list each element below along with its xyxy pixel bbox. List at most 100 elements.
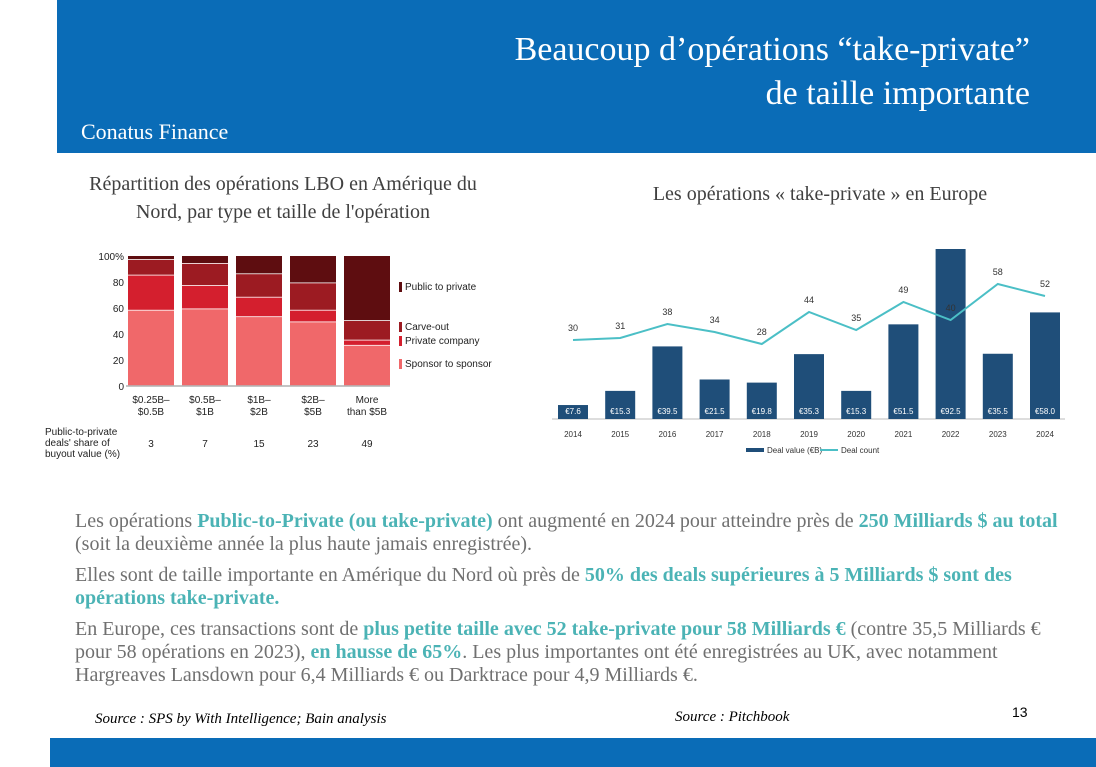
deal-value-bar-2021 [888, 324, 919, 419]
p3-text-a: En Europe, ces transactions sont de [75, 618, 364, 640]
p1-highlight-d: 250 Milliards $ au total [858, 510, 1058, 532]
page-number: 13 [1012, 704, 1028, 720]
bar-segment-3-0 [128, 256, 174, 260]
p1-text-a: Les opérations [75, 510, 198, 532]
legend-label-1: Carve-out [405, 322, 449, 333]
paragraph-3: En Europe, ces transactions sont de plus… [75, 618, 1075, 687]
bar-segment-1-1 [182, 285, 228, 309]
legend-label-0: Public to private [405, 282, 477, 293]
deal-count-label-2015: 31 [615, 321, 625, 331]
bar-segment-1-2 [236, 297, 282, 317]
legend-swatch-2 [399, 336, 402, 346]
bar-segment-0-1 [182, 309, 228, 386]
x-tick-label: $2B– [301, 395, 325, 406]
x-tick-label-2015: 2015 [611, 430, 629, 439]
deal-value-bar-2014 [558, 405, 588, 419]
deal-value-label-2020: €15.3 [846, 407, 867, 416]
p3-highlight-d: en hausse de 65% [310, 641, 463, 663]
x-tick-label-2020: 2020 [847, 430, 865, 439]
x-tick-label-2014: 2014 [564, 430, 582, 439]
x-tick-label: $0.5B [138, 407, 164, 418]
x-tick-label: More [356, 395, 379, 406]
deal-value-label-2022: €92.5 [941, 407, 962, 416]
deal-count-label-2014: 30 [568, 323, 578, 333]
deal-value-label-2017: €21.5 [705, 407, 726, 416]
y-tick-label: 40 [113, 330, 125, 341]
slide-title-line-1: Beaucoup d’opérations “take-private” [514, 31, 1030, 68]
deal-count-label-2016: 38 [662, 307, 672, 317]
p2-highlight-b: 50% des deals supérieures à 5 Milliards … [75, 564, 1012, 609]
bar-segment-1-4 [344, 340, 390, 345]
bar-segment-1-0 [128, 275, 174, 310]
left-chart-title-line-2: Nord, par type et taille de l'opération [135, 201, 431, 223]
x-tick-label-2022: 2022 [942, 430, 960, 439]
deal-count-label-2021: 49 [898, 285, 908, 295]
x-tick-label-2019: 2019 [800, 430, 818, 439]
deal-count-label-2024: 52 [1040, 279, 1050, 289]
bar-segment-2-1 [182, 263, 228, 286]
bar-segment-0-4 [344, 345, 390, 386]
deal-count-label-2019: 44 [804, 295, 814, 305]
share-row-label: buyout value (%) [45, 449, 120, 460]
bar-segment-2-2 [236, 274, 282, 297]
x-tick-label-2016: 2016 [659, 430, 677, 439]
p1-text-c: ont augmenté en 2024 pour atteindre près… [492, 510, 859, 532]
p1-highlight-b: Public-to-Private (ou take-private) [197, 510, 493, 532]
take-private-combo-chart: €7.6 2014 30 €15.3 2015 31 €39.5 2016 38 €21.5 201… [552, 249, 1065, 455]
commentary: Les opérations Public-to-Private (ou tak… [75, 510, 1075, 695]
y-tick-label: 0 [118, 382, 124, 393]
deal-value-label-2014: €7.6 [565, 407, 581, 416]
bar-segment-2-3 [290, 283, 336, 310]
header-banner: Beaucoup d’opérations “take-private” de … [57, 0, 1096, 153]
x-tick-label-2024: 2024 [1036, 430, 1054, 439]
brand-name: Conatus Finance [81, 119, 229, 144]
deal-count-label-2020: 35 [851, 313, 861, 323]
x-tick-label-2023: 2023 [989, 430, 1007, 439]
deal-value-label-2024: €58.0 [1035, 407, 1056, 416]
paragraph-1: Les opérations Public-to-Private (ou tak… [75, 510, 1075, 556]
y-tick-label: 60 [113, 304, 125, 315]
legend-label-deal-value: Deal value (€B) [767, 446, 822, 455]
deal-count-label-2017: 34 [710, 315, 720, 325]
deal-value-bar-2018 [746, 382, 777, 419]
share-row-label: deals' share of [45, 438, 110, 449]
deal-value-bar-2019 [794, 354, 824, 419]
deal-value-label-2016: €39.5 [657, 407, 678, 416]
x-tick-label: $0.25B– [132, 395, 170, 406]
legend-label-3: Sponsor to sponsor [405, 359, 492, 370]
source-right: Source : Pitchbook [675, 709, 790, 725]
deal-value-bar-2020 [841, 390, 872, 419]
share-value: 23 [307, 439, 319, 450]
bar-segment-2-0 [128, 259, 174, 275]
x-tick-label: than $5B [347, 407, 387, 418]
x-tick-label: $2B [250, 407, 268, 418]
right-chart-title: Les opérations « take-private » en Europ… [652, 183, 988, 205]
bar-segment-0-0 [128, 310, 174, 386]
deal-count-label-2023: 58 [993, 267, 1003, 277]
x-tick-label: $1B [196, 407, 214, 418]
paragraph-2: Elles sont de taille importante en Améri… [75, 564, 1075, 610]
share-value: 7 [202, 439, 208, 450]
legend-swatch-3 [399, 359, 402, 369]
slide-title-line-2: de taille importante [765, 75, 1030, 112]
legend-swatch-1 [399, 322, 402, 332]
share-value: 3 [148, 439, 154, 450]
deal-value-bar-2024 [1030, 312, 1060, 419]
p1-text-e: (soit la deuxième année la plus haute ja… [75, 533, 533, 555]
deal-count-label-2022: 40 [946, 303, 956, 313]
bar-segment-3-2 [236, 256, 282, 274]
bar-segment-3-1 [182, 256, 228, 263]
share-value: 15 [253, 439, 265, 450]
y-tick-label: 20 [113, 356, 125, 367]
left-chart-title: Répartition des opérations LBO en Amériq… [48, 170, 518, 226]
bar-segment-0-2 [236, 317, 282, 386]
bar-segment-3-3 [290, 256, 336, 283]
stacked-bar-chart: 0 20 40 60 80 100% $0.25B–$0.5B 3 $0.5B–$1B 7 $1B–… [45, 252, 492, 460]
deal-value-bar-2015 [605, 390, 636, 419]
source-left: Source : SPS by With Intelligence; Bain … [95, 711, 387, 727]
deal-value-label-2018: €19.8 [752, 407, 773, 416]
bar-segment-3-4 [344, 256, 390, 321]
deal-value-label-2019: €35.3 [799, 407, 820, 416]
deal-value-bar-2017 [699, 379, 730, 419]
deal-value-label-2015: €15.3 [610, 407, 631, 416]
